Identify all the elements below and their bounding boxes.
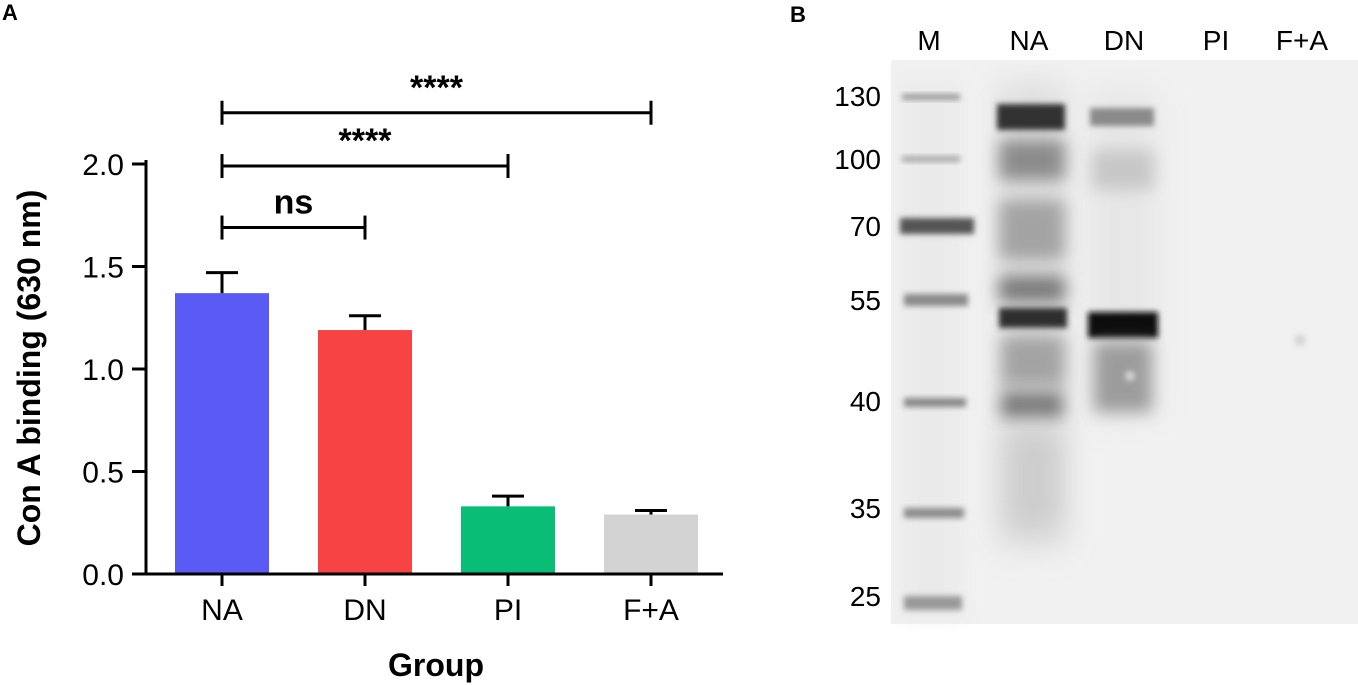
error-bars-layer [206, 271, 667, 515]
marker-label-55: 55 [850, 285, 881, 316]
y-tick-label-2: 1.0 [82, 354, 124, 387]
significance-label-1: **** [339, 122, 393, 160]
x-tick-label-na: NA [201, 594, 243, 627]
marker-label-130: 130 [834, 81, 881, 112]
x-tick-label-fa: F+A [623, 594, 679, 627]
y-tick-label-0: 0.0 [82, 559, 124, 592]
y-tick-label-4: 2.0 [82, 149, 124, 182]
bar-dn [318, 330, 412, 574]
marker-label-25: 25 [850, 581, 881, 612]
x-axis-title: Group [388, 647, 484, 683]
x-tick-label-dn: DN [343, 594, 386, 627]
x-tick-label-pi: PI [494, 594, 522, 627]
marker-label-100: 100 [834, 144, 881, 175]
bars-layer [175, 293, 698, 574]
lane-label-na: NA [1010, 25, 1049, 56]
significance-label-0: ns [274, 184, 314, 222]
blot-membrane-image [891, 60, 1358, 624]
marker-label-70: 70 [850, 211, 881, 242]
lane-label-pi: PI [1203, 25, 1229, 56]
y-tick-label-1: 0.5 [82, 457, 124, 490]
y-axis-title: Con A binding (630 nm) [11, 190, 47, 547]
panel-a-bar-chart: A Con A binding (630 nm) Group 0.0 0.5 1.0… [2, 0, 723, 683]
y-tick-label-3: 1.5 [82, 252, 124, 285]
marker-label-40: 40 [850, 386, 881, 417]
panel-a-letter: A [2, 0, 18, 25]
bar-pi [461, 506, 555, 574]
lane-label-dn: DN [1104, 25, 1144, 56]
significance-label-2: **** [410, 69, 464, 107]
lane-label-m: M [917, 25, 940, 56]
y-ticks-layer: 0.0 0.5 1.0 1.5 2.0 [82, 149, 146, 592]
marker-label-35: 35 [850, 493, 881, 524]
panel-b-letter: B [790, 2, 806, 27]
panel-b-western-blot: B M NA DN PI F+A 130 100 70 55 40 35 25 [790, 2, 1358, 624]
x-ticks-layer: NA DN PI F+A [201, 574, 679, 627]
bar-fa [604, 514, 698, 574]
lane-label-fa: F+A [1276, 25, 1328, 56]
bar-na [175, 293, 269, 574]
significance-layer: ns **** **** [220, 69, 653, 240]
